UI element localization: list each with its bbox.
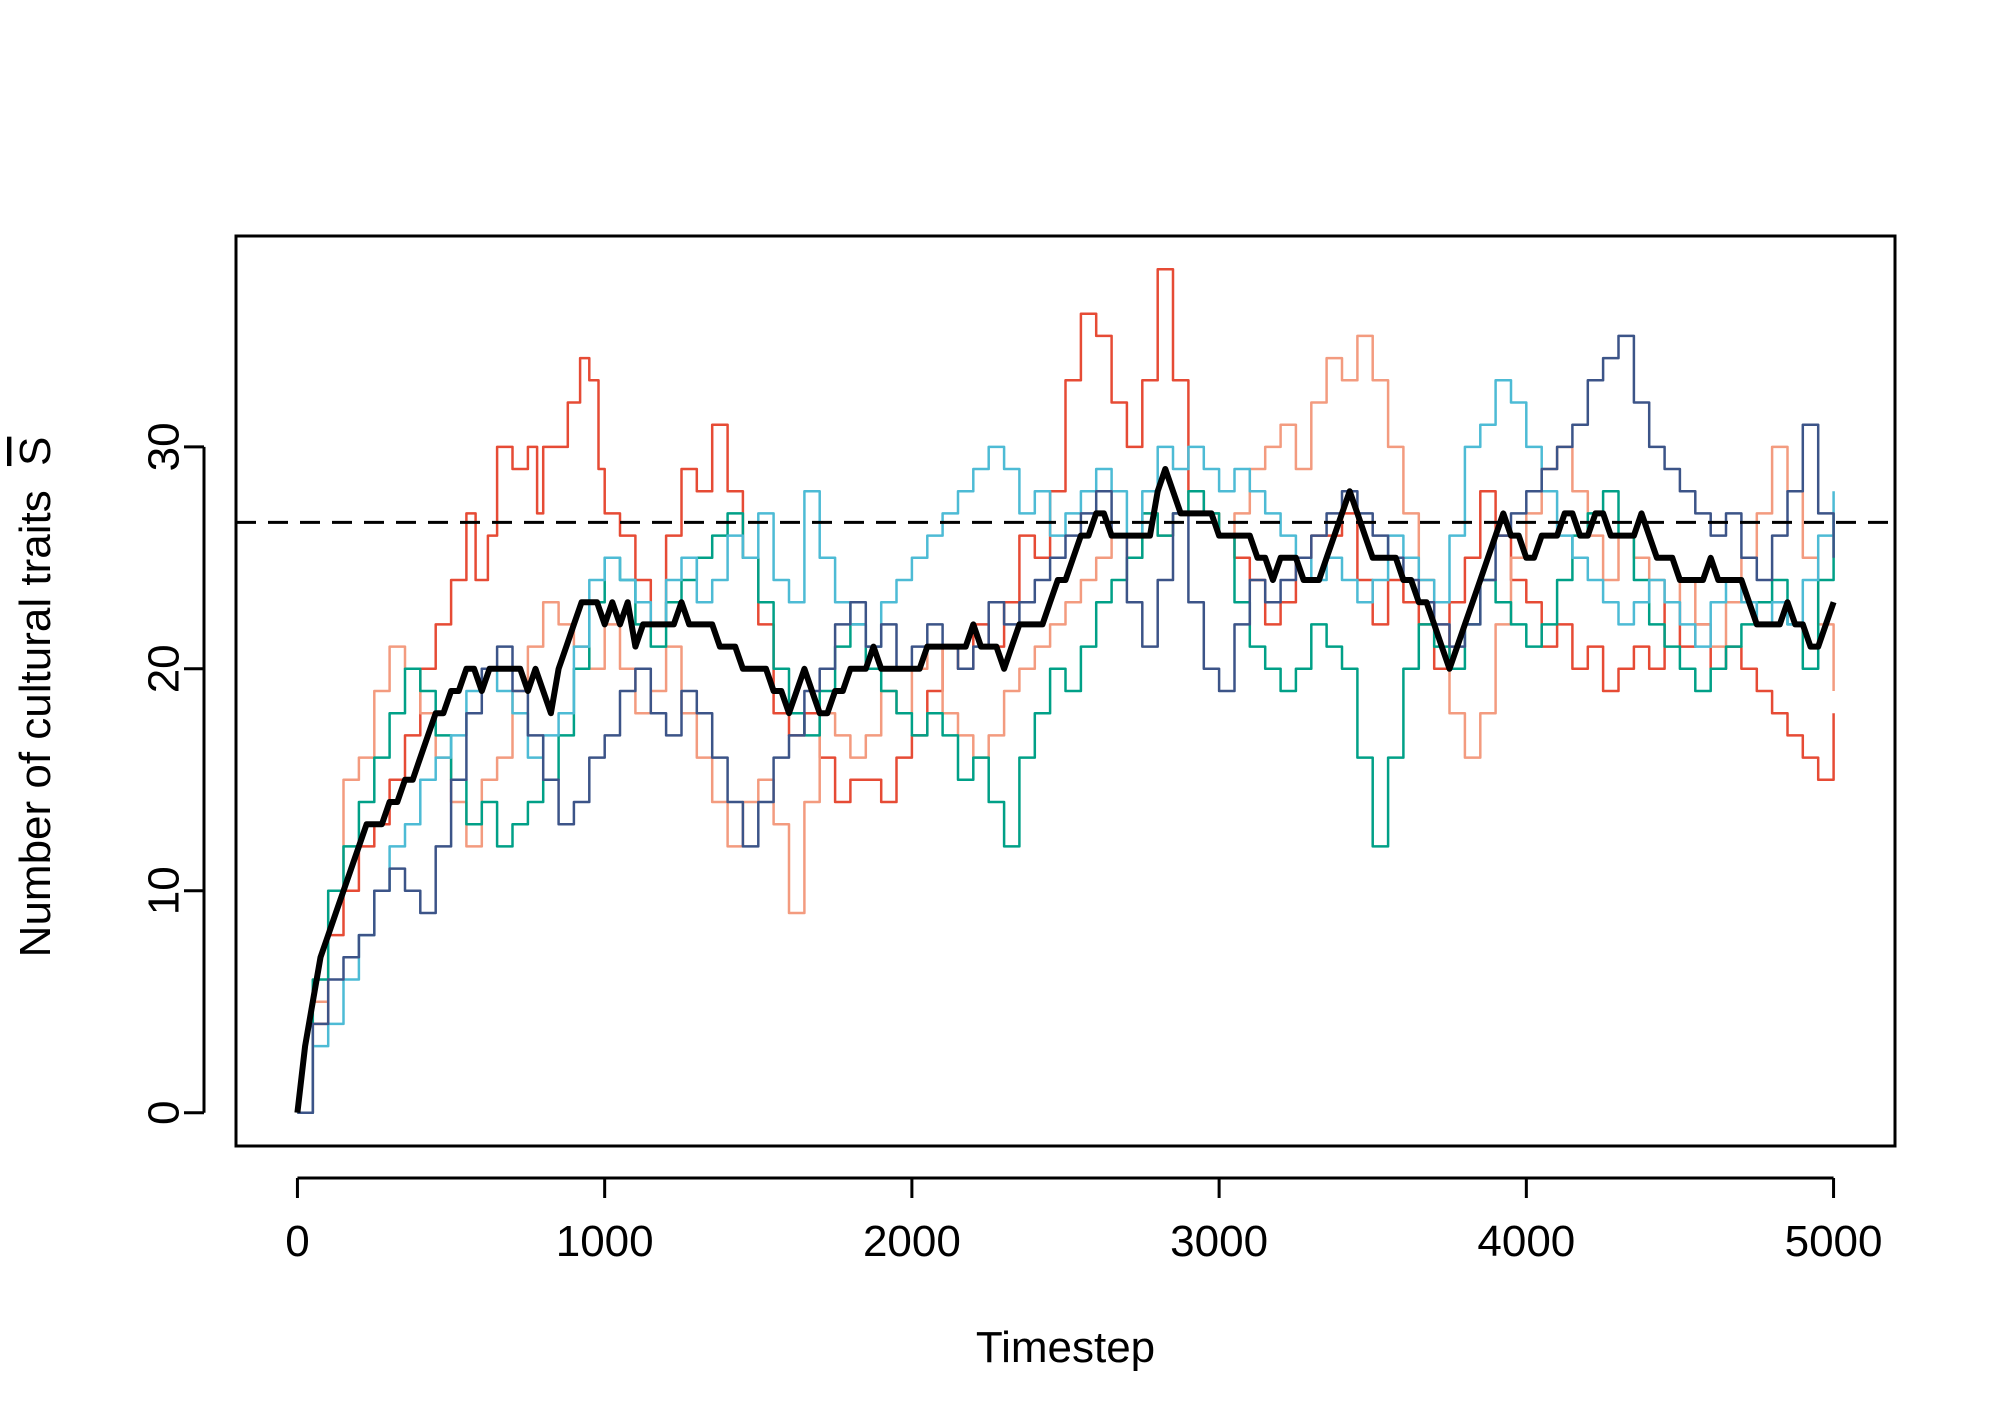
x-tick-label: 5000 bbox=[1785, 1217, 1883, 1266]
plot-frame bbox=[234, 234, 1897, 1148]
series-line-run-lightblue bbox=[297, 379, 1835, 1114]
y-tick-label: 20 bbox=[140, 644, 189, 693]
series-line-run-salmon bbox=[297, 334, 1835, 1114]
x-tick-label: 2000 bbox=[863, 1217, 961, 1266]
y-axis-label-group: Number of cultural traits S bbox=[11, 437, 60, 958]
series-line-run-red bbox=[297, 268, 1835, 1114]
y-axis: 0 10 20 30 bbox=[140, 422, 206, 1125]
y-tick-label: 0 bbox=[140, 1100, 189, 1124]
x-axis-label: Timestep bbox=[976, 1323, 1155, 1372]
x-tick-label: 4000 bbox=[1477, 1217, 1575, 1266]
y-axis-label-symbol: S bbox=[11, 437, 60, 466]
series-line-mean bbox=[294, 466, 1837, 1114]
y-tick-label: 30 bbox=[140, 422, 189, 471]
x-tick-label: 1000 bbox=[556, 1217, 654, 1266]
series-layer bbox=[294, 268, 1837, 1114]
x-axis: 0 1000 2000 3000 4000 5000 bbox=[285, 1176, 1883, 1266]
y-axis-label: Number of cultural traits S bbox=[11, 437, 60, 958]
y-tick-label: 10 bbox=[140, 866, 189, 915]
series-line-run-navy bbox=[297, 334, 1835, 1114]
y-axis-label-text: Number of cultural traits bbox=[11, 490, 60, 957]
x-tick-label: 0 bbox=[285, 1217, 309, 1266]
x-tick-label: 3000 bbox=[1170, 1217, 1268, 1266]
